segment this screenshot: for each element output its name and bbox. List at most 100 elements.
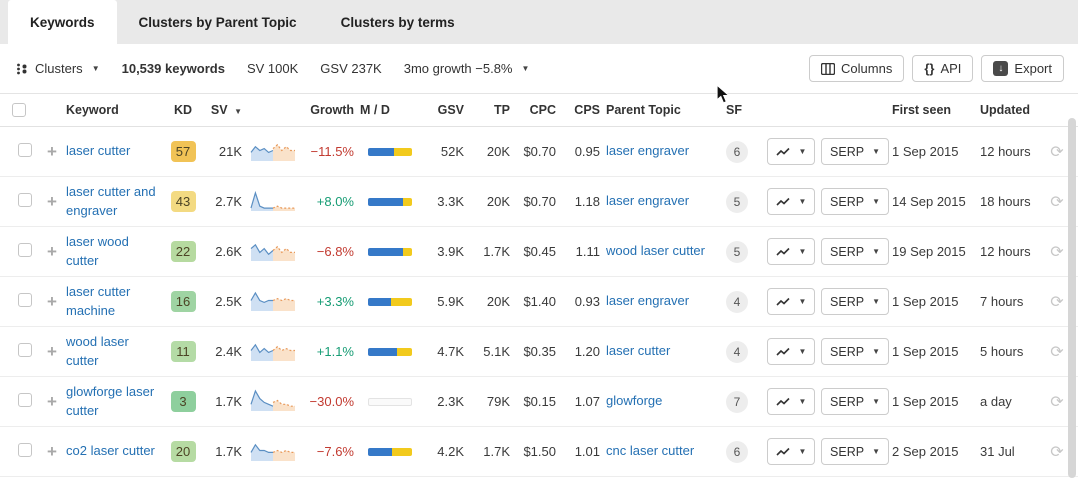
refresh-icon[interactable]: ⟳ xyxy=(1050,343,1064,361)
column-header-sv[interactable]: SV ▼ xyxy=(210,103,242,117)
parent-topic-link[interactable]: laser engraver xyxy=(606,143,690,159)
refresh-icon[interactable]: ⟳ xyxy=(1050,143,1064,161)
keyword-link[interactable]: laser cutter and engraver xyxy=(66,183,156,218)
parent-topic-cell: laser engraver xyxy=(606,142,726,161)
column-header-gsv[interactable]: GSV xyxy=(437,103,464,117)
add-keyword-icon[interactable]: + xyxy=(47,441,57,461)
refresh-icon[interactable]: ⟳ xyxy=(1050,393,1064,411)
serp-button[interactable]: SERP ▼ xyxy=(821,238,889,265)
row-checkbox[interactable] xyxy=(18,193,32,207)
trend-sparkline-cell xyxy=(248,388,298,415)
trend-chart-button[interactable]: ▼ xyxy=(766,188,816,215)
columns-button[interactable]: Columns xyxy=(809,55,905,82)
parent-topic-link[interactable]: laser engraver xyxy=(606,293,690,309)
tab-clusters-by-terms[interactable]: Clusters by terms xyxy=(340,14,455,30)
md-cell xyxy=(360,344,420,359)
parent-topic-link[interactable]: wood laser cutter xyxy=(606,243,705,259)
parent-topic-link[interactable]: laser engraver xyxy=(606,193,690,209)
trend-chart-button[interactable]: ▼ xyxy=(766,438,816,465)
column-header-sf[interactable]: SF xyxy=(726,103,742,117)
sf-badge: 5 xyxy=(726,190,748,213)
column-header-parent-topic[interactable]: Parent Topic xyxy=(606,103,681,117)
add-keyword-icon[interactable]: + xyxy=(47,191,57,211)
row-checkbox[interactable] xyxy=(18,393,32,407)
sf-badge: 4 xyxy=(726,290,748,313)
kd-badge: 57 xyxy=(170,141,196,162)
keyword-link[interactable]: laser cutter xyxy=(66,143,131,159)
row-checkbox[interactable] xyxy=(18,293,32,307)
export-button[interactable]: ↓ Export xyxy=(981,55,1064,82)
trend-sparkline-icon xyxy=(250,443,295,461)
md-cell xyxy=(360,194,420,209)
serp-cell: SERP ▼ xyxy=(818,238,892,265)
sf-cell: 7 xyxy=(726,390,764,413)
serp-button[interactable]: SERP ▼ xyxy=(821,188,889,215)
row-checkbox[interactable] xyxy=(18,143,32,157)
column-header-first-seen[interactable]: First seen xyxy=(892,103,952,117)
column-header-kd[interactable]: KD xyxy=(173,103,193,117)
column-header-keyword[interactable]: Keyword xyxy=(66,103,119,117)
tp-value: 1.7K xyxy=(483,444,510,459)
keyword-link[interactable]: co2 laser cutter xyxy=(66,443,155,459)
select-all-checkbox[interactable] xyxy=(12,103,26,117)
column-header-updated[interactable]: Updated xyxy=(980,103,1030,117)
line-chart-icon xyxy=(775,347,790,356)
row-checkbox[interactable] xyxy=(18,443,32,457)
serp-button-label: SERP xyxy=(830,194,865,209)
column-header-cps[interactable]: CPS xyxy=(574,103,600,117)
refresh-icon[interactable]: ⟳ xyxy=(1050,243,1064,261)
refresh-icon[interactable]: ⟳ xyxy=(1050,443,1064,461)
add-keyword-icon[interactable]: + xyxy=(47,241,57,261)
trend-chart-button[interactable]: ▼ xyxy=(766,138,816,165)
keyword-link[interactable]: glowforge laser cutter xyxy=(66,383,155,418)
row-checkbox[interactable] xyxy=(18,343,32,357)
keyword-link[interactable]: laser wood cutter xyxy=(66,233,129,268)
parent-topic-link[interactable]: laser cutter xyxy=(606,343,671,359)
chevron-down-icon: ▼ xyxy=(798,447,807,456)
refresh-icon[interactable]: ⟳ xyxy=(1050,293,1064,311)
serp-cell: SERP ▼ xyxy=(818,388,892,415)
line-chart-icon xyxy=(775,247,790,256)
trend-chart-button[interactable]: ▼ xyxy=(766,288,816,315)
clusters-dropdown[interactable]: Clusters ▼ xyxy=(16,61,100,76)
vertical-scrollbar[interactable] xyxy=(1068,118,1076,478)
table-row: + laser wood cutter 22 2.6K −6.8% 3.9K 1.7K $0.… xyxy=(0,227,1078,277)
updated-value: 31 Jul xyxy=(980,444,1015,459)
tab-clusters-by-parent-topic[interactable]: Clusters by Parent Topic xyxy=(138,14,297,30)
add-keyword-icon[interactable]: + xyxy=(47,291,57,311)
kd-cell: 3 xyxy=(164,391,202,412)
serp-button[interactable]: SERP ▼ xyxy=(821,388,889,415)
column-header-growth[interactable]: Growth xyxy=(310,103,354,117)
first-seen-value: 1 Sep 2015 xyxy=(892,344,959,359)
mobile-desktop-bar xyxy=(368,248,412,256)
kd-cell: 22 xyxy=(164,241,202,262)
tp-value: 20K xyxy=(486,294,510,309)
serp-button[interactable]: SERP ▼ xyxy=(821,288,889,315)
serp-button[interactable]: SERP ▼ xyxy=(821,438,889,465)
row-checkbox[interactable] xyxy=(18,243,32,257)
trend-chart-button[interactable]: ▼ xyxy=(766,338,816,365)
parent-topic-cell: cnc laser cutter xyxy=(606,442,726,461)
keyword-link[interactable]: laser cutter machine xyxy=(66,283,131,318)
serp-button[interactable]: SERP ▼ xyxy=(821,338,889,365)
parent-topic-cell: laser engraver xyxy=(606,292,726,311)
api-button[interactable]: {} API xyxy=(912,55,974,82)
column-header-cpc[interactable]: CPC xyxy=(529,103,556,117)
parent-topic-link[interactable]: glowforge xyxy=(606,393,663,409)
keyword-link[interactable]: wood laser cutter xyxy=(66,333,129,368)
updated-value: 12 hours xyxy=(980,144,1031,159)
add-keyword-icon[interactable]: + xyxy=(47,391,57,411)
line-chart-icon xyxy=(775,447,790,456)
add-keyword-icon[interactable]: + xyxy=(47,141,57,161)
chart-cell: ▼ xyxy=(764,338,818,365)
add-keyword-icon[interactable]: + xyxy=(47,341,57,361)
refresh-icon[interactable]: ⟳ xyxy=(1050,193,1064,211)
serp-button[interactable]: SERP ▼ xyxy=(821,138,889,165)
trend-chart-button[interactable]: ▼ xyxy=(766,238,816,265)
tab-keywords[interactable]: Keywords xyxy=(8,0,117,44)
trend-chart-button[interactable]: ▼ xyxy=(766,388,816,415)
parent-topic-link[interactable]: cnc laser cutter xyxy=(606,443,695,459)
growth-summary-dropdown[interactable]: 3mo growth −5.8% ▼ xyxy=(404,61,530,76)
column-header-md[interactable]: M / D xyxy=(360,103,390,117)
column-header-tp[interactable]: TP xyxy=(494,103,510,117)
